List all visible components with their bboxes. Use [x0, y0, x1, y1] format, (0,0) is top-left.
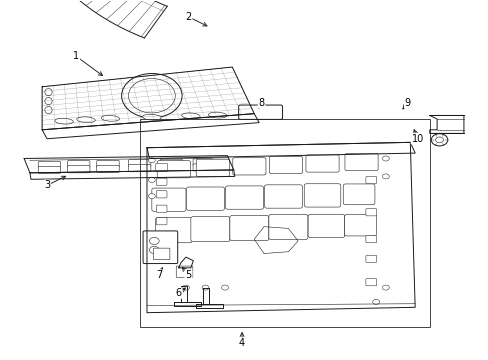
- FancyBboxPatch shape: [344, 215, 376, 236]
- FancyBboxPatch shape: [156, 163, 167, 171]
- FancyBboxPatch shape: [128, 165, 151, 172]
- Circle shape: [128, 78, 175, 113]
- FancyBboxPatch shape: [97, 160, 119, 167]
- Bar: [140, 119, 429, 327]
- FancyBboxPatch shape: [143, 231, 177, 264]
- FancyBboxPatch shape: [225, 186, 263, 209]
- FancyBboxPatch shape: [176, 266, 192, 278]
- Circle shape: [122, 73, 182, 118]
- Circle shape: [382, 174, 388, 179]
- FancyBboxPatch shape: [156, 218, 166, 225]
- FancyBboxPatch shape: [304, 184, 340, 207]
- Ellipse shape: [45, 107, 52, 114]
- FancyBboxPatch shape: [157, 161, 190, 178]
- FancyBboxPatch shape: [97, 165, 119, 172]
- Circle shape: [202, 285, 208, 290]
- FancyBboxPatch shape: [155, 218, 192, 243]
- Ellipse shape: [45, 98, 52, 105]
- Circle shape: [149, 246, 159, 253]
- Circle shape: [430, 134, 447, 146]
- Text: 5: 5: [185, 270, 191, 280]
- Text: 6: 6: [175, 288, 182, 298]
- Ellipse shape: [101, 116, 120, 121]
- FancyBboxPatch shape: [196, 159, 229, 176]
- FancyBboxPatch shape: [153, 248, 169, 260]
- Text: 8: 8: [258, 98, 264, 108]
- FancyBboxPatch shape: [305, 155, 338, 172]
- FancyBboxPatch shape: [128, 159, 151, 167]
- Ellipse shape: [181, 113, 200, 119]
- FancyBboxPatch shape: [193, 159, 213, 166]
- Circle shape: [435, 137, 443, 143]
- FancyBboxPatch shape: [343, 184, 374, 205]
- Circle shape: [221, 285, 228, 290]
- Circle shape: [148, 194, 155, 199]
- FancyBboxPatch shape: [365, 255, 376, 262]
- FancyBboxPatch shape: [307, 214, 344, 238]
- Ellipse shape: [55, 118, 73, 124]
- FancyBboxPatch shape: [229, 216, 268, 240]
- Text: 4: 4: [239, 338, 244, 348]
- Text: 2: 2: [185, 12, 191, 22]
- FancyBboxPatch shape: [365, 279, 376, 286]
- FancyBboxPatch shape: [152, 188, 185, 211]
- Ellipse shape: [45, 89, 52, 96]
- Text: 7: 7: [156, 270, 162, 280]
- Circle shape: [149, 237, 159, 244]
- Text: 3: 3: [44, 180, 50, 190]
- FancyBboxPatch shape: [365, 209, 376, 216]
- FancyBboxPatch shape: [67, 166, 90, 173]
- Ellipse shape: [142, 114, 161, 120]
- FancyBboxPatch shape: [268, 215, 307, 239]
- Ellipse shape: [77, 117, 95, 123]
- Circle shape: [382, 285, 388, 290]
- Text: 10: 10: [410, 134, 423, 144]
- FancyBboxPatch shape: [156, 205, 166, 212]
- Circle shape: [182, 285, 189, 290]
- FancyBboxPatch shape: [160, 159, 182, 166]
- FancyBboxPatch shape: [67, 161, 90, 168]
- FancyBboxPatch shape: [38, 161, 61, 168]
- FancyBboxPatch shape: [190, 217, 229, 242]
- FancyBboxPatch shape: [156, 178, 166, 185]
- Circle shape: [382, 156, 388, 161]
- FancyBboxPatch shape: [238, 105, 282, 120]
- Text: 1: 1: [73, 51, 79, 61]
- FancyBboxPatch shape: [365, 176, 376, 184]
- Ellipse shape: [208, 112, 226, 118]
- Circle shape: [372, 300, 379, 305]
- FancyBboxPatch shape: [38, 166, 61, 174]
- FancyBboxPatch shape: [186, 187, 224, 210]
- FancyBboxPatch shape: [264, 185, 302, 208]
- FancyBboxPatch shape: [156, 191, 166, 198]
- FancyBboxPatch shape: [193, 164, 213, 171]
- Circle shape: [148, 158, 155, 163]
- FancyBboxPatch shape: [160, 164, 182, 171]
- Text: 9: 9: [404, 98, 410, 108]
- FancyBboxPatch shape: [365, 235, 376, 243]
- FancyBboxPatch shape: [344, 153, 377, 171]
- FancyBboxPatch shape: [232, 158, 265, 175]
- Circle shape: [148, 177, 155, 183]
- FancyBboxPatch shape: [269, 156, 302, 174]
